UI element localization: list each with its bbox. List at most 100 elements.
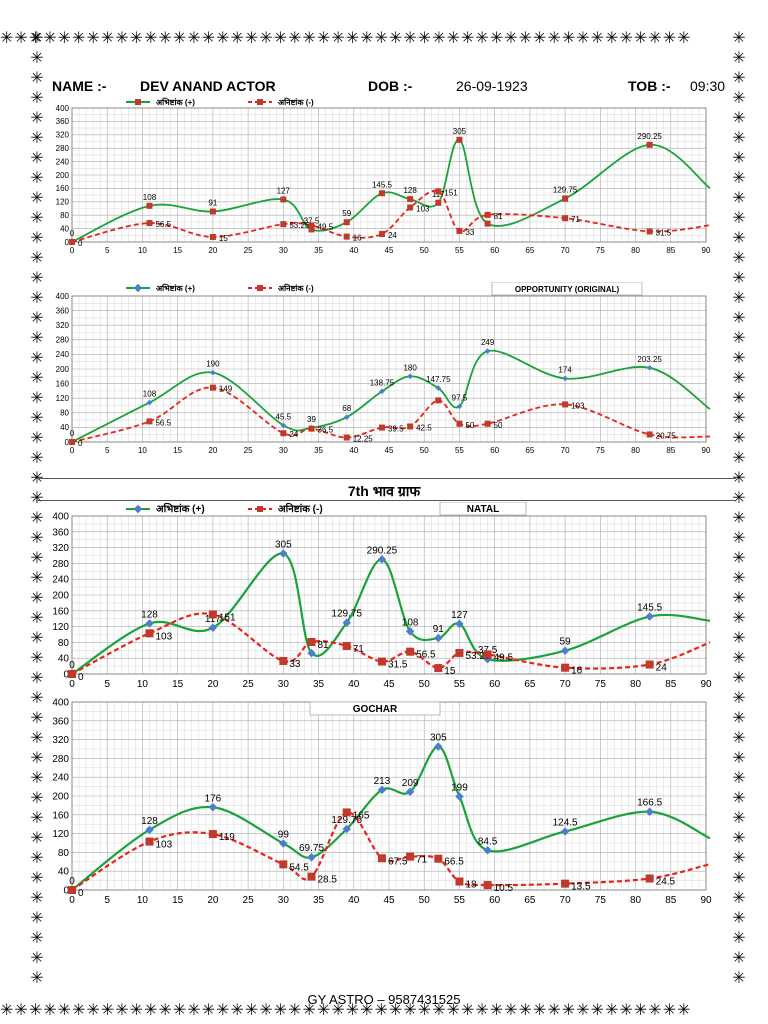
- data-point-minus: [146, 418, 153, 425]
- x-tick-label: 85: [666, 446, 675, 455]
- data-point-minus: [308, 222, 315, 229]
- data-label-minus: 165: [353, 810, 370, 821]
- data-label-plus: 117: [205, 614, 221, 625]
- x-tick-label: 15: [172, 679, 184, 690]
- x-tick-label: 65: [525, 246, 534, 255]
- data-point-plus: [279, 839, 288, 848]
- data-point-minus: [406, 852, 415, 861]
- data-point-minus: [483, 650, 492, 659]
- tob-label: TOB :-: [628, 78, 671, 94]
- x-tick-label: 10: [138, 246, 147, 255]
- data-point-plus: [483, 846, 492, 855]
- data-point-plus: [560, 827, 570, 836]
- data-label-plus: 69.75: [299, 843, 324, 854]
- x-tick-label: 90: [700, 679, 712, 690]
- data-label-minus: 33: [289, 659, 301, 670]
- data-label-plus: 249: [481, 338, 495, 347]
- data-label-minus: 0: [78, 672, 84, 683]
- x-tick-label: 30: [279, 446, 288, 455]
- data-label-minus: 53.25: [465, 651, 490, 662]
- data-label-minus: 39.5: [388, 425, 404, 434]
- x-tick-label: 40: [348, 679, 360, 690]
- y-tick-label: 40: [60, 224, 69, 233]
- x-tick-label: 65: [524, 679, 536, 690]
- data-point-minus: [208, 610, 217, 619]
- data-point-plus: [435, 199, 442, 206]
- legend-label: अनिष्टांक (-): [278, 283, 314, 293]
- data-point-minus: [343, 434, 350, 441]
- data-label-plus: 0: [69, 660, 75, 671]
- x-tick-label: 50: [420, 446, 429, 455]
- legend-label: अभिष्टांक (+): [156, 97, 195, 107]
- y-tick-label: 400: [52, 698, 69, 709]
- y-tick-label: 160: [52, 810, 69, 821]
- data-label-minus: 12.25: [353, 435, 374, 444]
- data-label-plus: 45.5: [276, 412, 292, 421]
- data-label-plus: 108: [143, 390, 157, 399]
- y-tick-label: 40: [58, 654, 70, 665]
- data-label-minus: 31.5: [388, 660, 408, 671]
- y-tick-label: 280: [56, 144, 70, 153]
- legend-label: अभिष्टांक (+): [156, 283, 195, 293]
- x-tick-label: 15: [173, 446, 182, 455]
- data-point-plus: [455, 619, 464, 629]
- data-label-plus: 97.5: [452, 393, 468, 402]
- data-point-minus: [146, 220, 153, 227]
- y-tick-label: 0: [65, 438, 70, 447]
- data-label-minus: 67.5: [388, 856, 408, 867]
- data-label-plus: 39: [307, 415, 316, 424]
- data-label-minus: 103: [155, 840, 172, 851]
- x-tick-label: 25: [244, 246, 253, 255]
- x-tick-label: 55: [454, 679, 466, 690]
- x-tick-label: 90: [702, 246, 711, 255]
- x-tick-label: 65: [524, 895, 536, 906]
- y-tick-label: 280: [52, 754, 69, 765]
- y-tick-label: 80: [60, 211, 69, 220]
- x-tick-label: 55: [455, 246, 464, 255]
- data-point-minus: [484, 211, 491, 218]
- data-label-plus: 128: [141, 816, 158, 827]
- y-tick-label: 160: [56, 184, 70, 193]
- data-label-plus: 145.5: [372, 180, 393, 189]
- legend-marker: [257, 285, 263, 291]
- name-label: NAME :-: [52, 78, 107, 94]
- plot-frame: [71, 515, 707, 675]
- data-point-plus: [342, 618, 351, 627]
- data-label-plus: 166.5: [637, 798, 662, 809]
- data-label-plus: 108: [143, 193, 157, 202]
- x-tick-label: 80: [631, 446, 640, 455]
- data-point-minus: [342, 641, 351, 650]
- data-label-minus: 103: [155, 631, 172, 642]
- data-label-plus: 129.75: [553, 186, 578, 195]
- x-tick-label: 45: [383, 679, 395, 690]
- x-tick-label: 50: [420, 246, 429, 255]
- data-point-minus: [483, 881, 492, 890]
- x-tick-label: 70: [560, 679, 572, 690]
- x-tick-label: 5: [104, 895, 110, 906]
- data-point-minus: [68, 670, 76, 678]
- data-label-minus: 18: [465, 880, 477, 891]
- data-point-plus: [407, 196, 414, 203]
- dob-value: 26-09-1923: [456, 78, 528, 94]
- data-point-plus: [307, 852, 316, 862]
- data-label-minus: 71: [416, 855, 428, 866]
- data-label-minus: 103: [571, 401, 585, 410]
- y-tick-label: 280: [56, 336, 70, 345]
- data-label-plus: 213: [374, 776, 391, 787]
- x-tick-label: 60: [489, 679, 501, 690]
- data-point-minus: [645, 660, 654, 669]
- x-tick-label: 70: [561, 246, 570, 255]
- divider-top: [36, 478, 736, 479]
- y-tick-label: 200: [52, 792, 69, 803]
- data-point-minus: [342, 808, 351, 817]
- y-tick-label: 120: [52, 829, 69, 840]
- data-label-minus: 24: [656, 663, 668, 674]
- y-tick-label: 360: [56, 117, 70, 126]
- chart-label: NATAL: [467, 504, 499, 515]
- data-label-plus: 138.75: [370, 378, 395, 387]
- data-point-plus: [208, 623, 218, 633]
- y-tick-label: 40: [60, 423, 69, 432]
- legend-marker: [133, 283, 143, 293]
- data-point-minus: [646, 431, 653, 438]
